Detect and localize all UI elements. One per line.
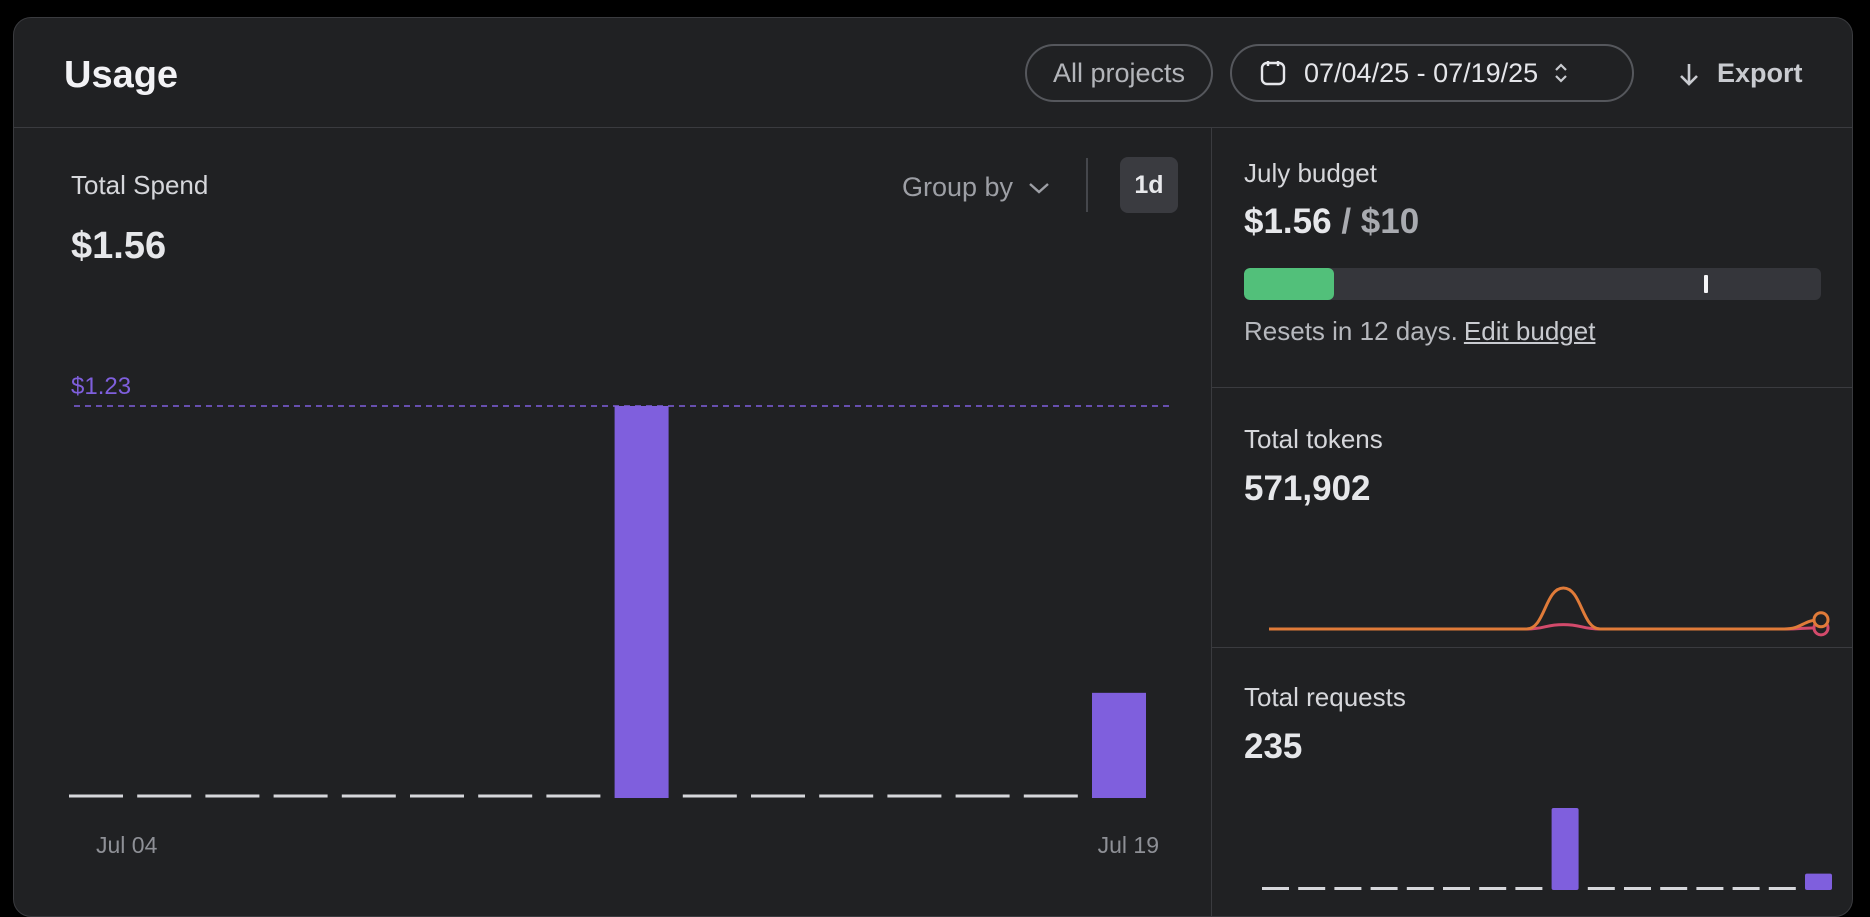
budget-progress-fill [1244, 268, 1334, 300]
total-spend-value: $1.56 [71, 225, 167, 267]
tokens-label: Total tokens [1244, 424, 1383, 454]
tokens-card: Total tokens 571,902 [1212, 388, 1852, 648]
total-spend-card: Total Spend $1.56 Group by 1d $1.23 Jul 0… [14, 128, 1212, 916]
budget-used: $1.56 [1244, 202, 1332, 241]
requests-bar [1551, 808, 1579, 890]
calendar-icon [1260, 61, 1286, 86]
budget-limit: $10 [1360, 202, 1420, 241]
requests-label: Total requests [1244, 682, 1406, 712]
budget-alert-marker [1703, 275, 1708, 293]
export-button[interactable]: Export [1677, 58, 1803, 89]
requests-card: Total requests 235 [1212, 648, 1852, 916]
tokens-line-chart [1269, 586, 1830, 637]
total-spend-label: Total Spend [71, 170, 209, 200]
requests-bar [1805, 873, 1832, 890]
page-title: Usage [64, 54, 179, 96]
tokens-end-point [1812, 611, 1830, 629]
group-by-dropdown[interactable]: Group by [902, 172, 1051, 203]
budget-card: July budget $1.56 / $10 Resets in 12 day… [1212, 128, 1852, 388]
budget-label: July budget [1244, 158, 1377, 188]
chevron-down-icon [1029, 182, 1049, 194]
spend-bar[interactable] [614, 406, 669, 798]
budget-separator: / [1331, 202, 1361, 241]
spend-bar-chart: $1.23 Jul 04 Jul 19 [69, 373, 1174, 858]
projects-filter-label: All projects [1052, 57, 1186, 88]
x-tick-label: Jul 19 [1098, 832, 1159, 858]
budget-reset-text: Resets in 12 days. [1244, 316, 1458, 346]
requests-value: 235 [1244, 727, 1303, 766]
requests-bar-chart [1262, 808, 1832, 890]
edit-budget-link[interactable]: Edit budget [1463, 316, 1596, 346]
interval-1d-button[interactable]: 1d [1120, 157, 1178, 213]
date-range-label: 07/04/25 - 07/19/25 [1304, 57, 1539, 88]
interval-label: 1d [1134, 170, 1164, 199]
projects-filter-button[interactable]: All projects [1025, 44, 1213, 102]
toolbar-divider [1086, 158, 1088, 212]
x-tick-label: Jul 04 [96, 832, 158, 858]
tokens-value: 571,902 [1244, 469, 1371, 508]
arrow-down-icon [1680, 63, 1698, 86]
tokens-input-line [1269, 586, 1822, 631]
reference-label: $1.23 [71, 373, 131, 400]
summary-column: July budget $1.56 / $10 Resets in 12 day… [1212, 128, 1852, 916]
usage-header: Usage All projects 07/04/25 - 07/19/25 E… [14, 18, 1852, 128]
spend-bar[interactable] [1092, 692, 1146, 798]
budget-reset-note: Resets in 12 days. Edit budget [1244, 316, 1595, 347]
export-label: Export [1717, 58, 1803, 88]
usage-panel: Usage All projects 07/04/25 - 07/19/25 E… [13, 17, 1853, 917]
chevron-updown-icon [1555, 63, 1567, 83]
group-by-label: Group by [902, 172, 1014, 202]
budget-value: $1.56 / $10 [1244, 202, 1419, 242]
budget-progress-bar [1244, 268, 1821, 300]
date-range-picker[interactable]: 07/04/25 - 07/19/25 [1230, 44, 1634, 102]
